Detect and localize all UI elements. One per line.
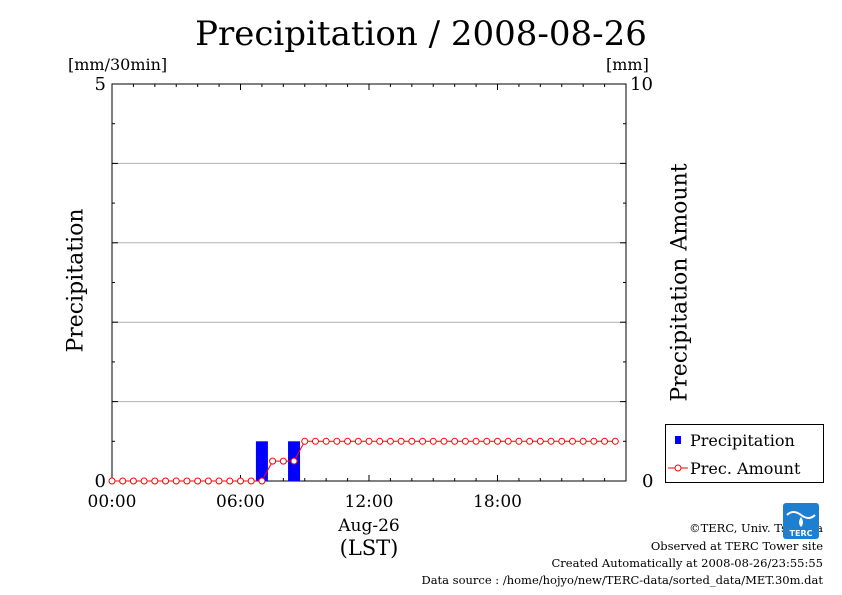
prec-amount-point — [408, 437, 416, 445]
prec-amount-point — [237, 477, 244, 485]
x-date-label: Aug-26 — [337, 516, 399, 536]
prec-amount-point — [568, 437, 576, 445]
prec-amount-point — [558, 437, 566, 445]
y-tick-label-right: 0 — [642, 471, 653, 492]
right-axis-unit: [mm] — [606, 55, 649, 74]
precipitation-bar — [255, 441, 268, 481]
prec-amount-point — [483, 437, 491, 445]
legend-item-prec-amount: Prec. Amount — [666, 458, 800, 478]
x-tick-label: 06:00 — [216, 492, 265, 512]
left-axis-unit: [mm/30min] — [68, 55, 168, 74]
prec-amount-point — [397, 437, 405, 445]
prec-amount-point — [590, 437, 598, 445]
prec-amount-point — [451, 437, 459, 445]
prec-amount-line — [112, 440, 616, 482]
prec-amount-point — [162, 477, 170, 485]
legend-item-precipitation: Precipitation — [666, 430, 795, 450]
y-tick-label-right: 10 — [630, 74, 653, 95]
chart-title: Precipitation / 2008-08-26 — [195, 14, 647, 54]
prec-amount-point — [494, 437, 501, 445]
prec-amount-point — [472, 437, 480, 445]
legend-swatch-line — [668, 464, 688, 472]
chart-legend: Precipitation Prec. Amount — [665, 424, 824, 483]
y-tick-label-left: 5 — [95, 74, 106, 95]
legend-swatch-bar — [675, 436, 681, 444]
prec-amount-point — [461, 437, 469, 445]
prec-amount-point — [579, 437, 587, 445]
x-tick-label: 18:00 — [473, 492, 522, 512]
prec-amount-point — [504, 437, 512, 445]
prec-amount-point — [440, 437, 448, 445]
prec-amount-point — [536, 437, 544, 445]
prec-amount-point — [386, 437, 394, 445]
prec-amount-point — [322, 437, 330, 445]
prec-amount-point — [344, 437, 352, 445]
prec-amount-point — [419, 437, 427, 445]
prec-amount-point — [183, 477, 191, 485]
plot-frame — [111, 83, 627, 482]
prec-amount-point — [258, 477, 266, 485]
y-tick-label-left: 0 — [95, 471, 106, 492]
prec-amount-point — [333, 437, 341, 445]
legend-label-precipitation: Precipitation — [690, 430, 795, 450]
prec-amount-point — [108, 477, 116, 485]
prec-amount-point — [354, 437, 362, 445]
prec-amount-point — [376, 437, 384, 445]
x-tick-label: 00:00 — [88, 492, 137, 512]
credit-data-source: Data source : /home/hojyo/new/TERC-data/… — [421, 573, 823, 587]
x-tz-label: (LST) — [340, 536, 399, 560]
prec-amount-point — [204, 477, 212, 485]
prec-amount-point — [365, 437, 373, 445]
prec-amount-point — [119, 477, 127, 485]
prec-amount-point — [140, 477, 148, 485]
prec-amount-point — [526, 437, 534, 445]
prec-amount-point — [279, 457, 287, 465]
prec-amount-point — [194, 477, 202, 485]
credit-created: Created Automatically at 2008-08-26/23:5… — [551, 556, 824, 570]
legend-label-prec-amount: Prec. Amount — [690, 458, 801, 478]
logo-text: TERC — [790, 529, 813, 538]
prec-amount-point — [547, 437, 555, 445]
prec-amount-point — [311, 437, 319, 445]
prec-amount-point — [611, 437, 619, 445]
prec-amount-point — [226, 477, 234, 485]
prec-amount-point — [215, 477, 223, 485]
terc-logo-icon: TERC — [783, 503, 819, 539]
prec-amount-point — [290, 457, 298, 465]
prec-amount-point — [601, 437, 609, 445]
prec-amount-point — [247, 477, 255, 485]
credit-observed: Observed at TERC Tower site — [650, 539, 823, 553]
prec-amount-point — [429, 437, 437, 445]
prec-amount-point — [269, 457, 277, 465]
prec-amount-point — [515, 437, 523, 445]
prec-amount-point — [151, 477, 159, 485]
prec-amount-point — [172, 477, 180, 485]
x-tick-label: 12:00 — [345, 492, 394, 512]
prec-amount-point — [301, 437, 309, 445]
prec-amount-point — [129, 477, 137, 485]
